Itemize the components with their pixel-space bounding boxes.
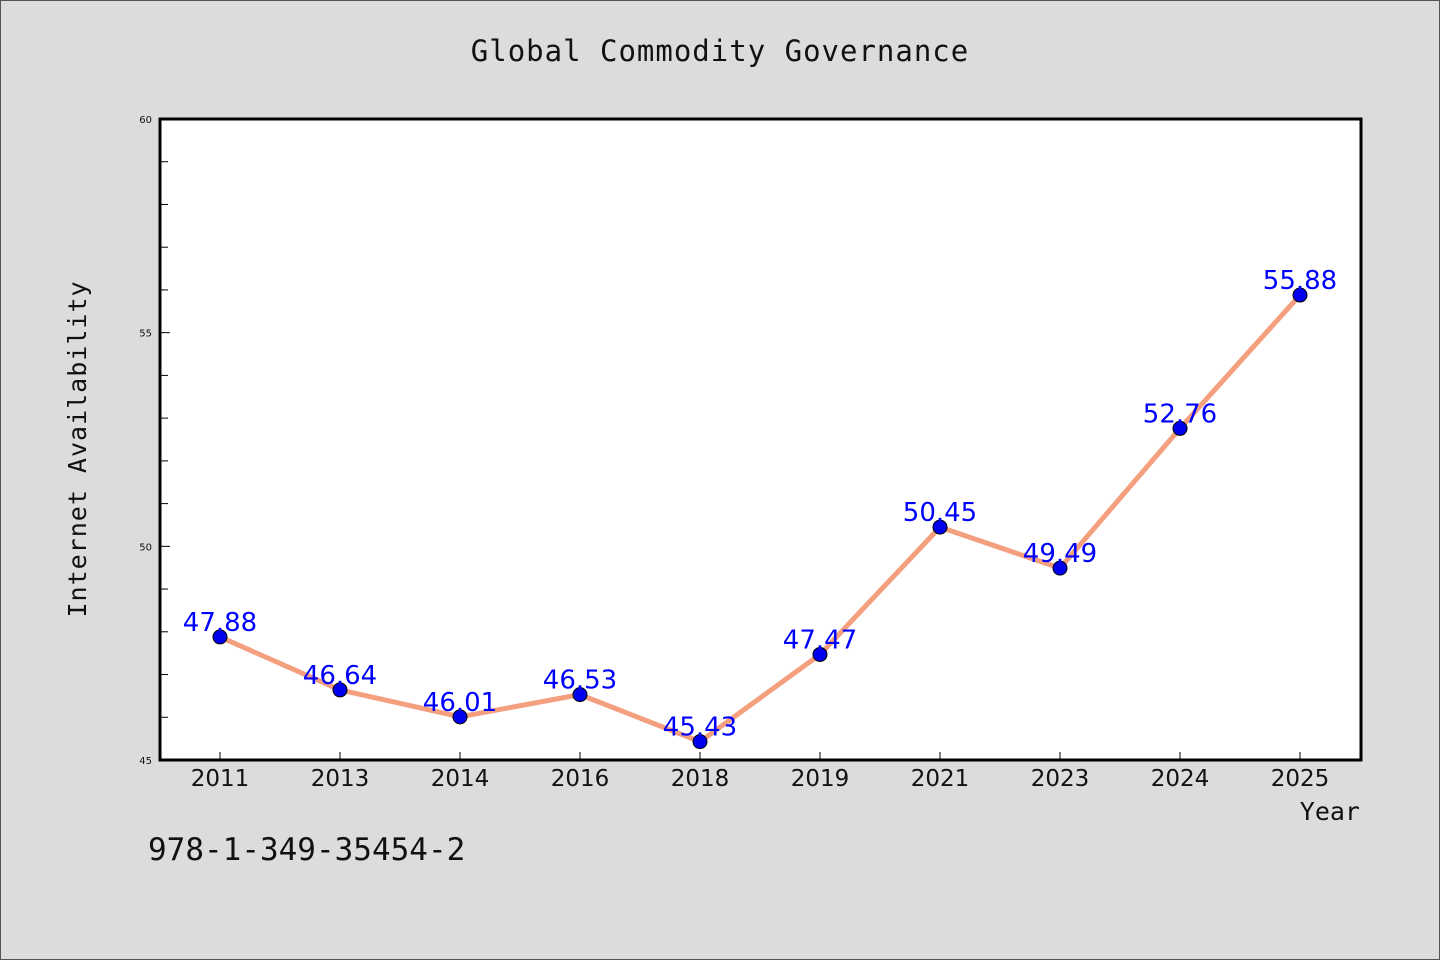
y-axis: 45 50 55 60 bbox=[139, 115, 170, 767]
x-tick-label: 2011 bbox=[191, 766, 250, 792]
data-point bbox=[1292, 287, 1308, 303]
data-point bbox=[212, 629, 228, 645]
x-tick-label: 2016 bbox=[551, 766, 610, 792]
plot-area bbox=[158, 117, 1363, 762]
chart-title: Global Commodity Governance bbox=[470, 34, 970, 68]
series-line bbox=[217, 292, 1303, 745]
data-point bbox=[572, 687, 588, 703]
data-label: 46.01 bbox=[423, 688, 497, 718]
data-label: 46.53 bbox=[543, 666, 617, 696]
data-label: 55.88 bbox=[1263, 266, 1337, 296]
x-tick-label: 2024 bbox=[1151, 766, 1210, 792]
data-point bbox=[932, 519, 948, 535]
x-tick-label: 2019 bbox=[791, 766, 850, 792]
data-label: 49.49 bbox=[1023, 539, 1097, 569]
data-point bbox=[452, 709, 468, 725]
y-axis-label: Internet Availability bbox=[63, 280, 92, 617]
data-point bbox=[332, 682, 348, 698]
data-label: 46.64 bbox=[303, 661, 377, 691]
x-tick-label: 2013 bbox=[311, 766, 370, 792]
x-tick-label: 2021 bbox=[911, 766, 970, 792]
data-point bbox=[1052, 560, 1068, 576]
data-point bbox=[812, 646, 828, 662]
data-label: 47.88 bbox=[183, 608, 257, 638]
isbn-annotation: 978-1-349-35454-2 bbox=[148, 832, 466, 868]
x-tick-label: 2023 bbox=[1031, 766, 1090, 792]
y-tick-label: 50 bbox=[139, 542, 152, 553]
data-label: 45.43 bbox=[663, 713, 737, 743]
data-point bbox=[692, 734, 708, 750]
y-tick-label: 60 bbox=[139, 115, 152, 126]
y-tick-label: 45 bbox=[139, 756, 152, 767]
data-label: 52.76 bbox=[1143, 399, 1217, 429]
data-point bbox=[1172, 420, 1188, 436]
data-label: 47.47 bbox=[783, 625, 857, 655]
data-points bbox=[212, 287, 1308, 750]
x-tick-label: 2018 bbox=[671, 766, 730, 792]
y-tick-label: 55 bbox=[139, 329, 152, 340]
x-axis: 2011 2013 2014 2016 2018 2019 2021 2023 2024 2025 bbox=[191, 752, 1330, 792]
data-labels: 47.88 46.64 46.01 46.53 45.43 47.47 50.45 49.49… bbox=[183, 266, 1337, 743]
x-axis-label: Year bbox=[1300, 797, 1360, 826]
data-label: 50.45 bbox=[903, 498, 977, 528]
x-tick-label: 2025 bbox=[1271, 766, 1330, 792]
x-tick-label: 2014 bbox=[431, 766, 490, 792]
